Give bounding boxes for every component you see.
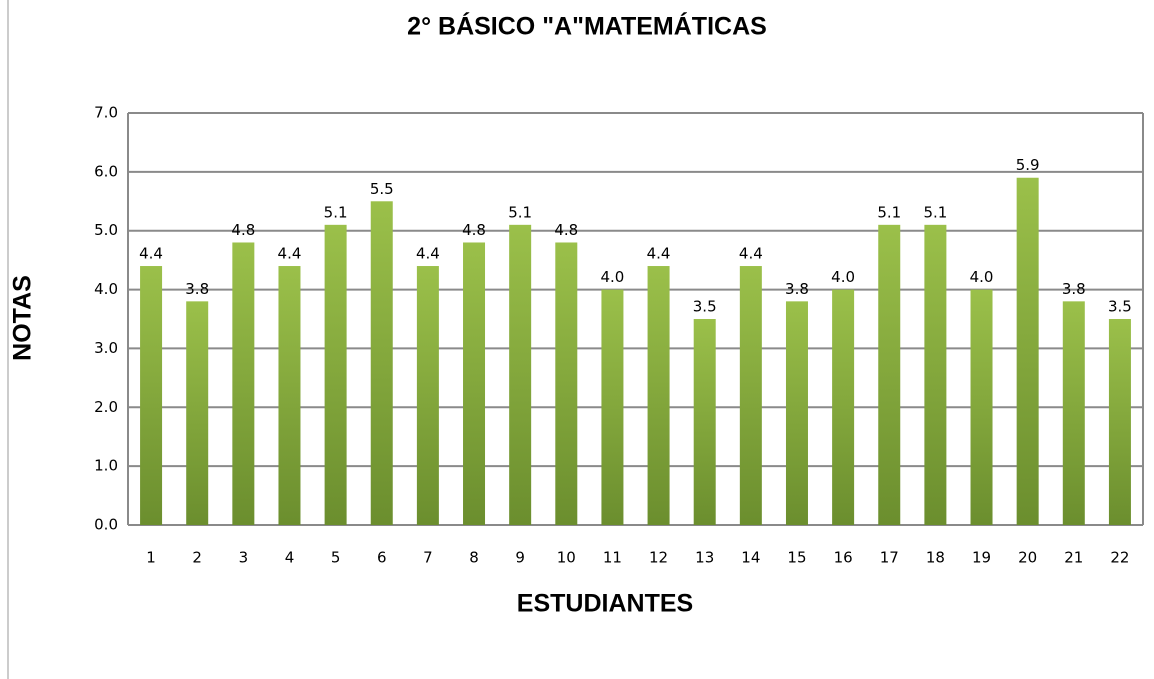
bar [370, 201, 393, 526]
x-axis-title: ESTUDIANTES [517, 590, 693, 618]
bar [509, 224, 532, 526]
x-tick-label: 6 [377, 549, 387, 567]
bar [1016, 177, 1039, 525]
value-label: 3.8 [1062, 280, 1086, 298]
bar [970, 289, 993, 525]
y-axis-title: NOTAS [9, 275, 37, 361]
bar [601, 289, 624, 525]
value-label: 4.0 [601, 268, 625, 286]
bar [785, 301, 808, 525]
x-tick-label: 2 [192, 549, 202, 567]
value-label: 4.4 [416, 245, 440, 263]
bar [324, 224, 347, 526]
value-label: 4.0 [831, 268, 855, 286]
bar [416, 266, 439, 525]
bar [278, 266, 301, 525]
value-label: 5.1 [508, 203, 532, 221]
value-label: 3.8 [785, 280, 809, 298]
bar [693, 319, 716, 525]
value-label: 4.0 [970, 268, 994, 286]
value-label: 4.4 [139, 245, 163, 263]
x-tick-label: 3 [239, 549, 249, 567]
chart-title: 2° BÁSICO "A"MATEMÁTICAS [407, 12, 767, 41]
bar [555, 242, 578, 525]
x-tick-label: 14 [741, 549, 760, 567]
value-label: 3.5 [693, 298, 717, 316]
value-label: 4.8 [231, 221, 255, 239]
y-tick-label: 4.0 [94, 280, 118, 298]
x-tick-label: 13 [695, 549, 714, 567]
bar [878, 224, 901, 526]
value-label: 3.8 [185, 280, 209, 298]
x-tick-label: 19 [972, 549, 991, 567]
bar [739, 266, 762, 525]
value-label: 5.1 [324, 203, 348, 221]
value-label: 4.8 [554, 221, 578, 239]
value-label: 5.1 [877, 203, 901, 221]
x-tick-label: 20 [1018, 549, 1037, 567]
x-tick-label: 12 [649, 549, 668, 567]
x-tick-label: 4 [285, 549, 295, 567]
x-tick-label: 15 [787, 549, 806, 567]
x-tick-label: 17 [880, 549, 899, 567]
bar [463, 242, 486, 525]
y-tick-label: 6.0 [94, 162, 118, 180]
y-tick-label: 7.0 [94, 104, 118, 122]
bar [140, 266, 163, 525]
value-label: 5.1 [923, 203, 947, 221]
value-label: 4.4 [647, 245, 671, 263]
x-tick-label: 21 [1064, 549, 1083, 567]
x-tick-label: 22 [1110, 549, 1129, 567]
bar [1062, 301, 1085, 525]
value-label: 5.5 [370, 180, 394, 198]
bar [832, 289, 855, 525]
bar [924, 224, 947, 526]
bar [1108, 319, 1131, 525]
bar [647, 266, 670, 525]
x-tick-label: 8 [469, 549, 479, 567]
x-tick-label: 7 [423, 549, 433, 567]
y-tick-label: 0.0 [94, 516, 118, 534]
value-label: 4.8 [462, 221, 486, 239]
value-label: 4.4 [278, 245, 302, 263]
x-tick-label: 5 [331, 549, 341, 567]
x-tick-label: 11 [603, 549, 622, 567]
bar [186, 301, 209, 525]
value-label: 3.5 [1108, 298, 1132, 316]
x-tick-label: 9 [515, 549, 525, 567]
x-tick-label: 18 [926, 549, 945, 567]
value-label: 5.9 [1016, 156, 1040, 174]
y-tick-label: 3.0 [94, 339, 118, 357]
x-tick-label: 1 [146, 549, 156, 567]
value-label: 4.4 [739, 245, 763, 263]
bar [232, 242, 255, 525]
y-tick-label: 5.0 [94, 221, 118, 239]
y-tick-label: 2.0 [94, 398, 118, 416]
x-tick-label: 10 [557, 549, 576, 567]
y-tick-label: 1.0 [94, 457, 118, 475]
x-tick-label: 16 [834, 549, 853, 567]
